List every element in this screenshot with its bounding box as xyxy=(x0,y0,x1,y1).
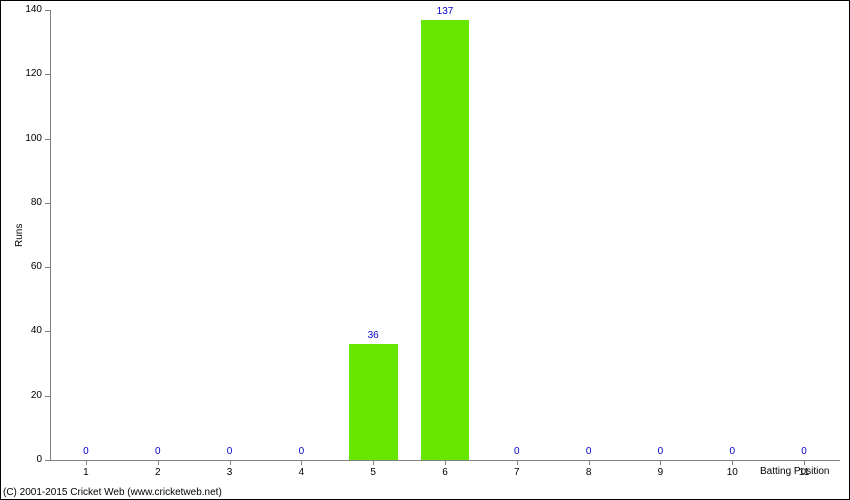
y-tick xyxy=(45,10,50,11)
x-tick xyxy=(589,460,590,465)
y-tick xyxy=(45,139,50,140)
x-tick xyxy=(660,460,661,465)
bar-value-label: 0 xyxy=(801,446,807,457)
x-tick-label: 8 xyxy=(579,467,599,478)
copyright-text: (C) 2001-2015 Cricket Web (www.cricketwe… xyxy=(3,487,222,498)
x-tick xyxy=(373,460,374,465)
bar-value-label: 0 xyxy=(514,446,520,457)
y-tick-label: 0 xyxy=(12,454,42,465)
x-tick-label: 9 xyxy=(650,467,670,478)
x-tick xyxy=(158,460,159,465)
y-tick xyxy=(45,203,50,204)
bar-value-label: 0 xyxy=(729,446,735,457)
x-tick xyxy=(86,460,87,465)
y-tick-label: 80 xyxy=(12,197,42,208)
y-tick xyxy=(45,267,50,268)
y-tick xyxy=(45,331,50,332)
bar xyxy=(421,20,470,460)
y-tick xyxy=(45,74,50,75)
chart-container: 0204060801001201401020304053661377080901… xyxy=(0,0,850,500)
x-tick xyxy=(230,460,231,465)
bar-value-label: 0 xyxy=(586,446,592,457)
y-tick xyxy=(45,396,50,397)
y-tick xyxy=(45,460,50,461)
x-tick-label: 4 xyxy=(291,467,311,478)
bar-value-label: 0 xyxy=(83,446,89,457)
y-axis-title: Runs xyxy=(14,224,25,247)
bar-value-label: 0 xyxy=(155,446,161,457)
y-tick-label: 40 xyxy=(12,325,42,336)
bar-value-label: 0 xyxy=(227,446,233,457)
plot-area: 0204060801001201401020304053661377080901… xyxy=(50,10,840,460)
x-tick-label: 1 xyxy=(76,467,96,478)
bar xyxy=(349,344,398,460)
x-tick xyxy=(445,460,446,465)
y-tick-label: 60 xyxy=(12,261,42,272)
x-tick xyxy=(804,460,805,465)
bar-value-label: 137 xyxy=(437,6,454,17)
y-axis-line xyxy=(50,10,51,460)
x-axis-title: Batting Position xyxy=(760,466,840,477)
bar-value-label: 0 xyxy=(658,446,664,457)
y-tick-label: 120 xyxy=(12,68,42,79)
y-tick-label: 140 xyxy=(12,4,42,15)
x-tick-label: 10 xyxy=(722,467,742,478)
x-tick-label: 2 xyxy=(148,467,168,478)
x-tick-label: 3 xyxy=(220,467,240,478)
x-tick-label: 5 xyxy=(363,467,383,478)
x-tick xyxy=(301,460,302,465)
x-tick xyxy=(517,460,518,465)
y-tick-label: 20 xyxy=(12,390,42,401)
x-tick-label: 6 xyxy=(435,467,455,478)
y-tick-label: 100 xyxy=(12,133,42,144)
bar-value-label: 0 xyxy=(299,446,305,457)
x-tick xyxy=(732,460,733,465)
x-tick-label: 7 xyxy=(507,467,527,478)
bar-value-label: 36 xyxy=(368,330,379,341)
